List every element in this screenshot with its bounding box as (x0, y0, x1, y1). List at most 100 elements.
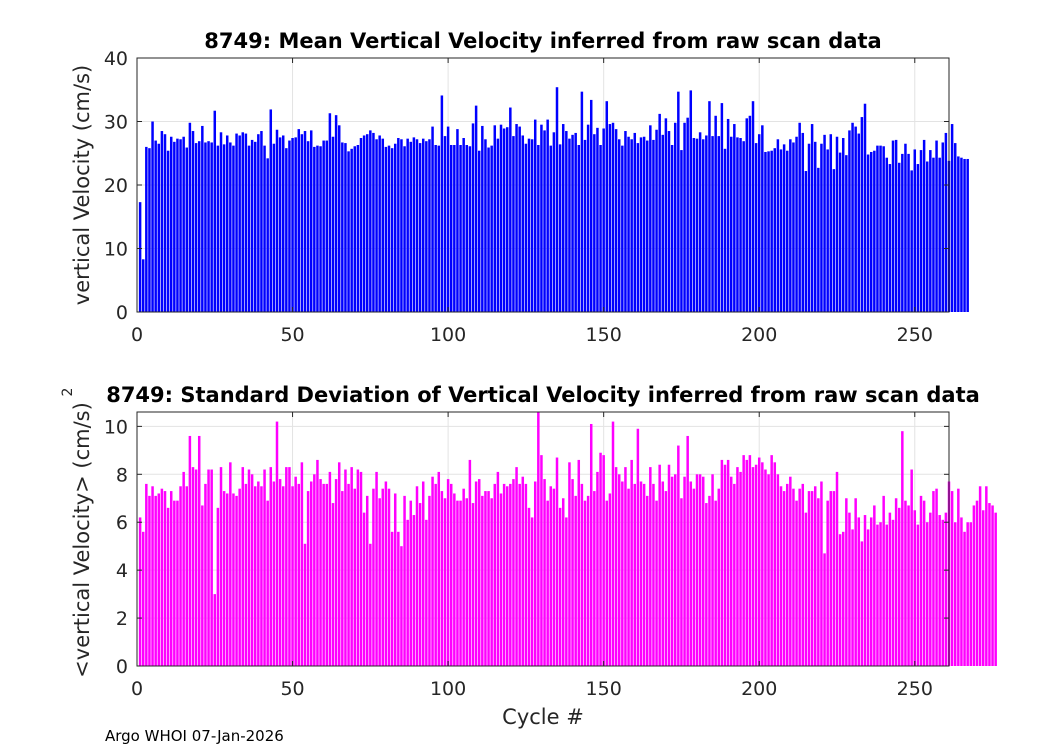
mean-bar (568, 138, 571, 312)
std-bar (484, 491, 487, 666)
mean-bar (154, 140, 157, 312)
mean-bar (278, 137, 282, 313)
std-bar (188, 435, 192, 666)
mean-bar (891, 140, 895, 312)
std-bar (810, 491, 814, 666)
std-bar (975, 500, 979, 666)
mean-bar (477, 150, 481, 312)
mean-bar (303, 131, 307, 312)
mean-bar (757, 134, 761, 312)
mean-bar (795, 136, 798, 312)
mean-bar (313, 146, 316, 312)
mean-bar (754, 143, 758, 312)
mean-bar (838, 152, 842, 312)
mean-bar (356, 145, 360, 312)
std-bar (832, 491, 836, 666)
mean-bar (409, 141, 413, 312)
mean-bar (176, 138, 179, 312)
mean-bar (555, 87, 559, 313)
mean-bar (869, 151, 873, 312)
mean-bar (169, 136, 173, 312)
mean-bar (145, 146, 148, 312)
mean-bar (428, 139, 431, 312)
std-bar (490, 498, 493, 666)
mean-bar (425, 141, 428, 312)
mean-bar (845, 155, 848, 312)
std-bar (387, 488, 391, 666)
mean-bar (932, 157, 935, 312)
std-bar (621, 481, 624, 666)
std-bars (138, 412, 997, 666)
std-bar (589, 423, 593, 666)
mean-bar (599, 145, 602, 312)
std-y-tick-label: 8 (116, 464, 128, 486)
mean-bar (207, 141, 210, 312)
std-bar (247, 469, 251, 666)
std-bar (157, 493, 161, 666)
mean-bar (733, 124, 736, 312)
mean-bar (378, 135, 381, 312)
std-bar (785, 483, 789, 666)
std-bar (801, 483, 805, 666)
mean-bar (300, 134, 304, 312)
mean-bar (695, 138, 699, 312)
mean-bar (328, 113, 332, 312)
std-bar (353, 488, 357, 666)
mean-bar (403, 146, 406, 312)
std-bar (701, 476, 705, 666)
std-bar (294, 476, 297, 666)
mean-y-tick-label: 30 (104, 112, 128, 134)
mean-bar (925, 161, 929, 312)
mean-y-axis-label: vertical Velocity (cm/s) (70, 65, 94, 305)
std-bar (524, 483, 528, 666)
std-y-tick-label: 4 (116, 560, 128, 582)
mean-bar (166, 150, 170, 312)
mean-bar (907, 153, 910, 312)
mean-bar (515, 124, 518, 312)
mean-x-tick-label: 250 (897, 324, 933, 346)
mean-bar (456, 129, 459, 312)
std-bar (232, 493, 235, 666)
mean-bar (260, 131, 263, 312)
mean-bar (266, 158, 269, 312)
mean-bar (415, 139, 419, 312)
mean-bar (272, 143, 276, 312)
mean-bar (963, 158, 966, 312)
std-bar (792, 488, 795, 666)
std-bar (969, 522, 973, 666)
mean-bar (574, 132, 577, 312)
mean-bar (938, 157, 941, 312)
std-bar (546, 500, 549, 666)
mean-bar (490, 145, 493, 312)
mean-bar (325, 140, 329, 312)
mean-bar (897, 162, 901, 312)
std-bar (571, 479, 574, 666)
mean-bar (876, 145, 879, 312)
mean-bar (882, 146, 885, 312)
std-bar (667, 464, 671, 666)
mean-bar (820, 143, 823, 312)
mean-bar (468, 146, 472, 312)
std-bar (823, 553, 826, 666)
std-bar (415, 486, 419, 666)
std-bar (692, 488, 696, 666)
std-bar (509, 483, 512, 666)
mean-bar (163, 134, 167, 312)
mean-bar (904, 143, 907, 312)
mean-bar (658, 113, 661, 312)
std-bar (384, 481, 388, 666)
std-bar (848, 512, 851, 666)
std-bar (344, 469, 347, 666)
mean-bar (309, 130, 313, 312)
mean-bar (197, 141, 201, 312)
std-bar (994, 512, 997, 666)
std-bar (916, 524, 920, 666)
std-y-axis-label-superscript: 2 (60, 388, 76, 397)
mean-bar (835, 136, 839, 312)
mean-bar (605, 101, 609, 313)
std-plot-area (137, 412, 949, 666)
std-bar (496, 471, 500, 666)
std-bar (275, 421, 279, 666)
mean-bar (297, 129, 301, 312)
std-bar (471, 503, 475, 666)
